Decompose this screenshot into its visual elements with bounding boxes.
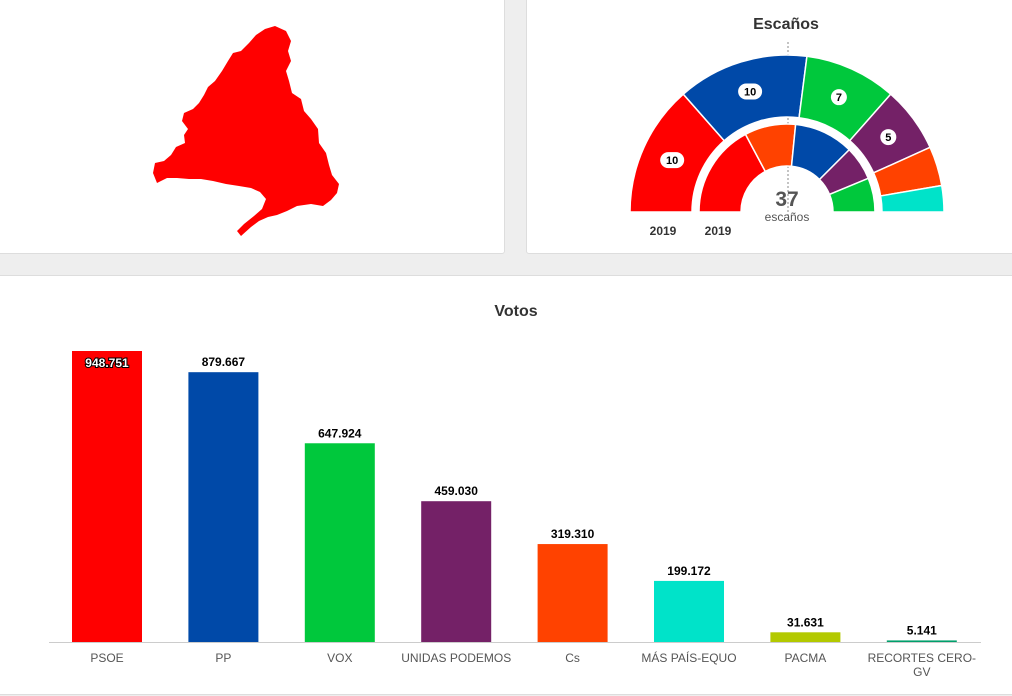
bar-mas-pais-equo[interactable] — [654, 580, 724, 642]
seats-chart: Escaños 10 10 7 5 37 escaños 2019 2019 — [629, 16, 945, 238]
bar-psoe[interactable] — [72, 351, 142, 642]
outer-label-psoe: 10 — [666, 155, 678, 167]
x-tick-unidas-podemos: UNIDAS PODEMOS — [401, 651, 511, 665]
outer-ring-year: 2019 — [650, 224, 677, 238]
seats-total-value: 37 — [775, 188, 798, 211]
outer-label-bg-unidas-podemos — [880, 129, 897, 146]
outer-slice-mas-pais-equo[interactable] — [879, 184, 945, 213]
bar-label-psoe: 948.751 — [85, 356, 129, 370]
votes-chart: Votos 948.751 879.667 647.924 459.030 319.31… — [49, 303, 981, 679]
inner-ring — [698, 123, 876, 213]
outer-label-vox: 7 — [836, 92, 842, 104]
seats-chart-title: Escaños — [753, 16, 819, 33]
seats-panel: Escaños 10 10 7 5 37 escaños 2019 2019 — [526, 0, 1012, 254]
votes-panel: Votos 948.751 879.667 647.924 459.030 319.31… — [0, 275, 1012, 695]
x-tick-vox: VOX — [327, 651, 352, 665]
bar-cs[interactable] — [537, 544, 608, 642]
bar-label-recortes-cero-gv: 5.141 — [907, 623, 937, 637]
bar-vox[interactable] — [304, 443, 375, 642]
votes-chart-title: Votos — [494, 303, 537, 320]
outer-label-bg-vox — [830, 89, 847, 106]
bar-label-pacma: 31.631 — [787, 615, 824, 629]
outer-label-bg-pp — [738, 83, 763, 100]
inner-slice-vox[interactable] — [828, 177, 876, 213]
bar-recortes-cero-gv[interactable] — [886, 640, 957, 642]
bar-pacma[interactable] — [770, 632, 841, 642]
inner-ring-year: 2019 — [705, 224, 732, 238]
x-tick-psoe: PSOE — [90, 651, 123, 665]
region-map[interactable] — [0, 0, 506, 255]
x-tick-cs: Cs — [565, 651, 580, 665]
x-tick-pacma: PACMA — [785, 651, 827, 665]
bar-label-pp: 879.667 — [202, 355, 246, 369]
bar-label-unidas-podemos: 459.030 — [435, 484, 479, 498]
x-tick-recortes-cero-gv: RECORTES CERO-GV — [868, 651, 976, 679]
bar-data-labels: 948.751 879.667 647.924 459.030 319.310 199.1… — [84, 355, 937, 637]
outer-label-bg-psoe — [660, 152, 685, 169]
bar-unidas-podemos[interactable] — [421, 501, 492, 642]
x-tick-pp: PP — [215, 651, 231, 665]
bar-pp[interactable] — [188, 372, 259, 642]
bar-label-mas-pais-equo: 199.172 — [667, 564, 711, 578]
x-tick-mas-pais-equo: MÁS PAÍS-EQUO — [641, 650, 736, 665]
map-panel — [0, 0, 505, 254]
x-axis-tick-labels: PSOE PP VOX UNIDAS PODEMOS Cs MÁS PAÍS-EQUO PA… — [90, 650, 976, 679]
bar-label-cs: 319.310 — [551, 527, 595, 541]
outer-label-pp: 10 — [744, 87, 756, 99]
bar-label-vox: 647.924 — [318, 426, 362, 440]
outer-label-unidas-podemos: 5 — [885, 132, 891, 144]
outer-ring-labels: 10 10 7 5 — [660, 83, 897, 169]
bar-series — [72, 351, 957, 642]
madrid-region-shape[interactable] — [153, 26, 339, 236]
seats-total-label: escaños — [765, 210, 810, 224]
